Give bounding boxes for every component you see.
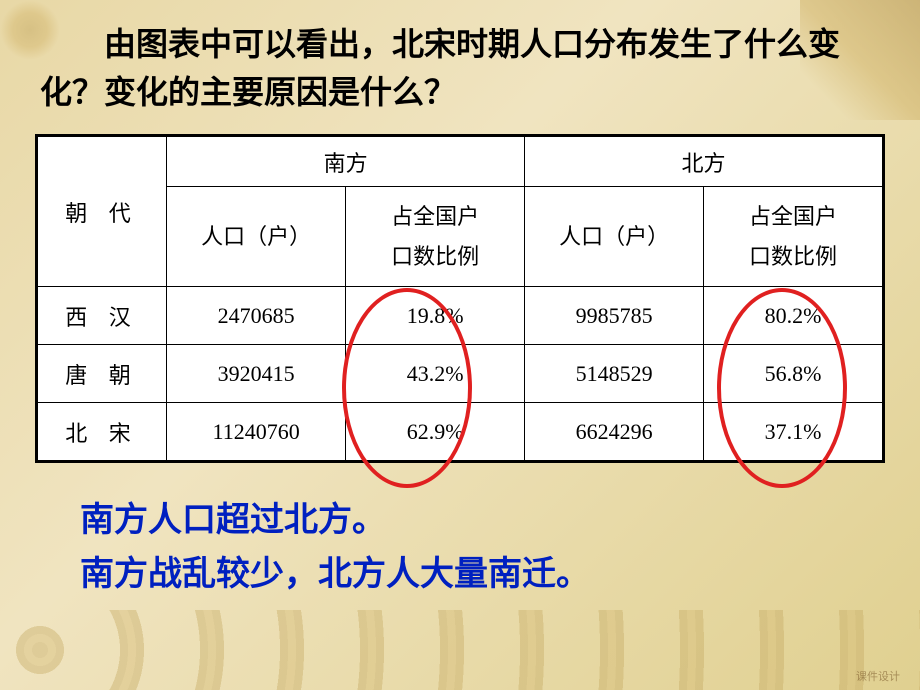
answer-line-2: 南方战乱较少，北方人大量南迁。 xyxy=(80,547,890,601)
col-south-pop: 人口（户） xyxy=(167,187,346,287)
col-north: 北方 xyxy=(525,137,883,187)
cell-north-pct: 37.1% xyxy=(704,403,883,461)
ratio-label-2: 口数比例 xyxy=(391,244,479,269)
col-north-pop: 人口（户） xyxy=(525,187,704,287)
table-row: 西 汉 2470685 19.8% 9985785 80.2% xyxy=(38,287,883,345)
decoration-bottom-pattern xyxy=(0,610,920,690)
ratio-label-3: 占全国户 xyxy=(749,204,837,229)
col-north-ratio: 占全国户 口数比例 xyxy=(704,187,883,287)
col-south: 南方 xyxy=(167,137,525,187)
answer-line-1: 南方人口超过北方。 xyxy=(80,493,890,547)
question-text: 由图表中可以看出，北宋时期人口分布发生了什么变化？变化的主要原因是什么？ xyxy=(30,20,890,116)
col-dynasty: 朝 代 xyxy=(38,137,167,287)
population-table: 朝 代 南方 北方 人口（户） 占全国户 口数比例 人口（户） 占全国户 口数比… xyxy=(37,136,883,461)
ratio-label-1: 占全国户 xyxy=(391,204,479,229)
cell-south-pct: 43.2% xyxy=(346,345,525,403)
cell-north-pop: 9985785 xyxy=(525,287,704,345)
cell-dynasty: 西 汉 xyxy=(38,287,167,345)
ratio-label-4: 口数比例 xyxy=(749,244,837,269)
cell-south-pop: 3920415 xyxy=(167,345,346,403)
cell-dynasty: 北 宋 xyxy=(38,403,167,461)
cell-dynasty: 唐 朝 xyxy=(38,345,167,403)
cell-north-pop: 5148529 xyxy=(525,345,704,403)
watermark-text: 课件设计 xyxy=(856,668,900,684)
answer-block: 南方人口超过北方。 南方战乱较少，北方人大量南迁。 xyxy=(30,493,890,602)
cell-south-pct: 62.9% xyxy=(346,403,525,461)
table-header-row: 朝 代 南方 北方 xyxy=(38,137,883,187)
cell-south-pop: 11240760 xyxy=(167,403,346,461)
table-row: 唐 朝 3920415 43.2% 5148529 56.8% xyxy=(38,345,883,403)
cell-north-pct: 80.2% xyxy=(704,287,883,345)
table-row: 北 宋 11240760 62.9% 6624296 37.1% xyxy=(38,403,883,461)
col-south-ratio: 占全国户 口数比例 xyxy=(346,187,525,287)
population-table-container: 朝 代 南方 北方 人口（户） 占全国户 口数比例 人口（户） 占全国户 口数比… xyxy=(35,134,885,463)
cell-south-pop: 2470685 xyxy=(167,287,346,345)
cell-south-pct: 19.8% xyxy=(346,287,525,345)
cell-north-pop: 6624296 xyxy=(525,403,704,461)
slide-content: 由图表中可以看出，北宋时期人口分布发生了什么变化？变化的主要原因是什么？ 朝 代… xyxy=(0,0,920,622)
cell-north-pct: 56.8% xyxy=(704,345,883,403)
